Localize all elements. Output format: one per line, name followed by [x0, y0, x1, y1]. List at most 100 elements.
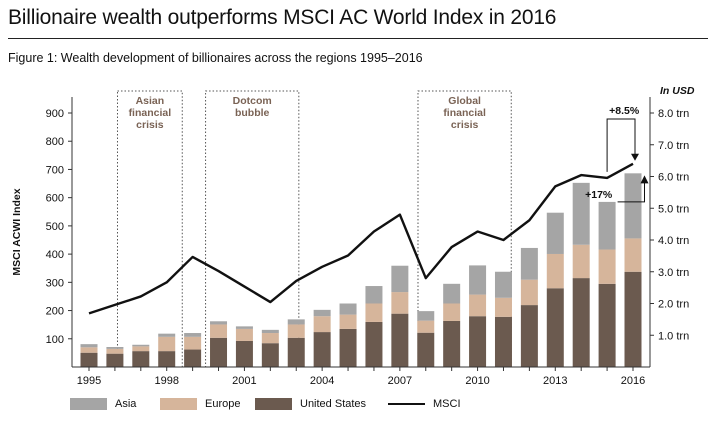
bar-united-states-2008: [417, 332, 435, 367]
bar-united-states-2009: [443, 320, 461, 367]
bar-united-states-2014: [572, 278, 590, 367]
bar-europe-2010: [469, 294, 487, 317]
bar-asia-2013: [546, 212, 564, 254]
bar-united-states-2004: [313, 332, 331, 367]
bar-asia-2016: [624, 173, 642, 239]
bar-europe-2003: [287, 324, 305, 338]
bar-united-states-2001: [235, 340, 253, 367]
bar-asia-1995: [80, 344, 98, 348]
bar-united-states-2012: [520, 305, 538, 367]
bar-asia-2009: [443, 283, 461, 304]
x-tick-label-1995: 1995: [77, 375, 101, 387]
bar-asia-2008: [417, 311, 435, 321]
bar-united-states-2013: [546, 288, 564, 367]
msci-line: [88, 162, 634, 315]
period-label-2-line-1: Dotcom: [233, 95, 272, 107]
bar-asia-2005: [339, 303, 357, 315]
bar-europe-2000: [210, 324, 228, 338]
annotation-msci-label: +8.5%: [609, 105, 640, 117]
legend-item-united-states: United States: [255, 398, 366, 410]
bar-europe-2002: [261, 333, 279, 344]
annotation-wealth-bracket: [617, 179, 645, 203]
x-tick-label-2013: 2013: [543, 375, 567, 387]
period-label-2-line-2: bubble: [235, 107, 270, 119]
chart-title: Billionaire wealth outperforms MSCI AC W…: [8, 6, 557, 29]
chart-subtitle: Figure 1: Wealth development of billiona…: [8, 51, 423, 65]
bar-united-states-2011: [494, 316, 512, 367]
legend-label-united-states: United States: [300, 398, 367, 410]
legend-item-europe: Europe: [160, 398, 240, 410]
legend-swatch-asia: [70, 398, 107, 410]
bar-asia-1998: [158, 333, 176, 337]
y-axis-title: MSCI ACWI Index: [11, 188, 23, 275]
bar-asia-1996: [106, 346, 124, 349]
y2-tick-label-4: 4.0 trn: [658, 235, 689, 247]
bar-europe-1998: [158, 336, 176, 352]
y-tick-label-700: 700: [46, 164, 64, 176]
bar-united-states-2006: [365, 321, 383, 367]
period-label-1-line-2: financial: [129, 107, 172, 119]
y2-tick-label-3: 3.0 trn: [658, 267, 689, 279]
bar-asia-1997: [132, 344, 150, 347]
bar-asia-2004: [313, 309, 331, 317]
title-divider: [8, 38, 708, 39]
bar-europe-2012: [520, 279, 538, 306]
bar-europe-2016: [624, 238, 642, 272]
y2-tick-label-1: 1.0 trn: [658, 330, 689, 342]
bar-united-states-2015: [598, 283, 616, 367]
bar-asia-2007: [391, 265, 409, 293]
bar-united-states-1996: [106, 353, 124, 367]
period-label-3-line-2: financial: [443, 107, 486, 119]
period-label-3-line-1: Global: [448, 95, 481, 107]
y2-tick-label-7: 7.0 trn: [658, 140, 689, 152]
bar-asia-2001: [235, 326, 253, 329]
annotation-msci-arrowhead: [631, 153, 639, 161]
period-box-1: [116, 90, 183, 368]
period-label-1-line-1: Asian: [136, 95, 165, 107]
y2-axis-title: In USD: [660, 85, 695, 97]
y-tick-label-200: 200: [46, 306, 64, 318]
y-tick-label-600: 600: [46, 193, 64, 205]
y-tick-label-900: 900: [46, 108, 64, 120]
x-tick-label-2007: 2007: [388, 375, 412, 387]
bar-asia-2011: [494, 271, 512, 298]
bar-asia-2010: [469, 265, 487, 295]
x-tick-label-2010: 2010: [465, 375, 489, 387]
bar-asia-2006: [365, 286, 383, 304]
legend-item-asia: Asia: [70, 398, 136, 410]
bar-united-states-2003: [287, 337, 305, 367]
bar-europe-2006: [365, 303, 383, 322]
bar-united-states-1995: [80, 352, 98, 367]
y-tick-label-100: 100: [46, 334, 64, 346]
bar-asia-2000: [210, 321, 228, 325]
x-tick-label-2004: 2004: [310, 375, 334, 387]
bar-asia-2012: [520, 247, 538, 280]
bar-united-states-2016: [624, 271, 642, 367]
y-tick-label-500: 500: [46, 221, 64, 233]
legend-label-europe: Europe: [205, 398, 241, 410]
legend-swatch-europe: [160, 398, 197, 410]
legend-label-asia: Asia: [115, 398, 137, 410]
annotation-msci-bracket: [606, 118, 636, 172]
bar-asia-2002: [261, 329, 279, 334]
bar-europe-2014: [572, 244, 590, 279]
period-label-3-line-3: crisis: [451, 119, 479, 131]
bar-europe-2007: [391, 292, 409, 314]
bar-europe-1996: [106, 348, 124, 354]
legend-line-msci: [388, 403, 425, 405]
bar-europe-2005: [339, 314, 357, 329]
bar-united-states-1999: [184, 349, 202, 367]
bar-asia-2014: [572, 182, 590, 245]
bar-united-states-2010: [469, 316, 487, 367]
x-tick-label-2016: 2016: [621, 375, 645, 387]
bar-united-states-2005: [339, 328, 357, 367]
bar-asia-2003: [287, 319, 305, 325]
period-box-2: [205, 90, 300, 368]
bar-united-states-2000: [210, 337, 228, 367]
y2-tick-label-5: 5.0 trn: [658, 203, 689, 215]
legend-label-msci: MSCI: [433, 398, 461, 410]
period-label-1-line-3: crisis: [136, 119, 164, 131]
y2-tick-label-8: 8.0 trn: [658, 108, 689, 120]
legend-swatch-united-states: [255, 398, 292, 410]
